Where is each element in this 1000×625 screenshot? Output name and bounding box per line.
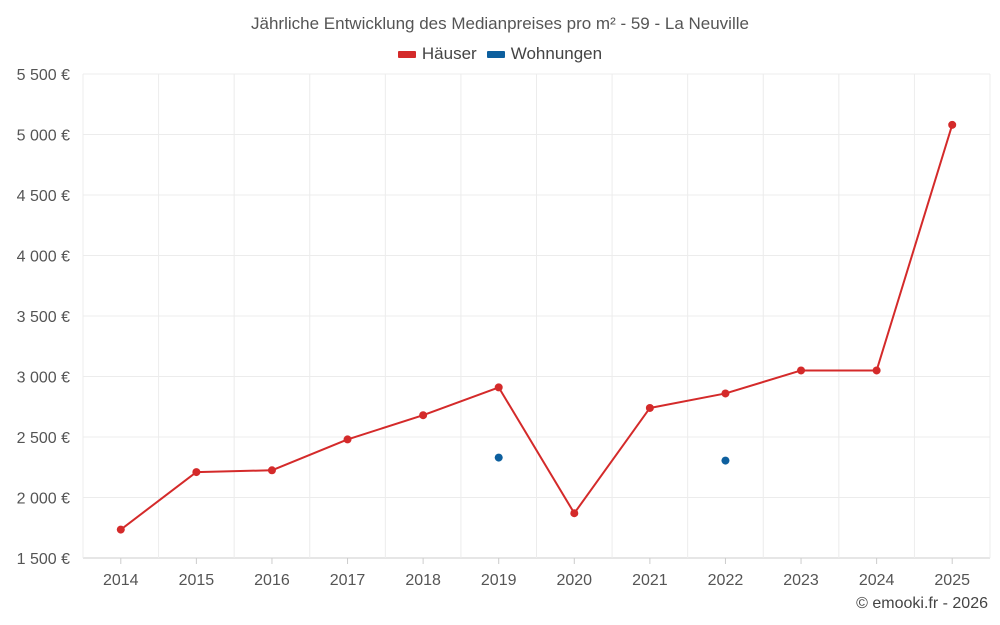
data-point-haeuser-2015 xyxy=(192,468,201,477)
x-tick-label: 2023 xyxy=(783,572,819,589)
data-point-haeuser-2018 xyxy=(419,411,428,420)
y-tick-label: 2 500 € xyxy=(17,430,70,447)
x-tick-label: 2024 xyxy=(859,572,895,589)
legend-label-wohnungen: Wohnungen xyxy=(510,44,603,63)
y-tick-label: 3 000 € xyxy=(17,370,70,387)
data-point-wohnungen-2022 xyxy=(721,456,730,465)
data-point-haeuser-2022 xyxy=(721,389,730,398)
x-tick-label: 2020 xyxy=(556,572,592,589)
copyright-credit: © emooki.fr - 2026 xyxy=(856,595,988,612)
x-tick-label: 2017 xyxy=(330,572,366,589)
data-point-haeuser-2016 xyxy=(267,466,276,475)
y-tick-label: 2 000 € xyxy=(17,491,70,508)
data-point-haeuser-2017 xyxy=(343,435,352,444)
data-point-haeuser-2019 xyxy=(494,383,503,392)
x-tick-label: 2018 xyxy=(405,572,441,589)
y-tick-label: 4 500 € xyxy=(17,188,70,205)
data-point-haeuser-2024 xyxy=(872,366,881,375)
x-tick-label: 2015 xyxy=(179,572,215,589)
y-tick-label: 3 500 € xyxy=(17,309,70,326)
legend-label-haeuser: Häuser xyxy=(421,44,477,63)
data-point-wohnungen-2019 xyxy=(494,453,503,462)
x-tick-label: 2014 xyxy=(103,572,139,589)
legend-item-haeuser[interactable]: Häuser xyxy=(397,44,477,64)
data-point-haeuser-2020 xyxy=(570,509,579,518)
x-tick-label: 2021 xyxy=(632,572,668,589)
y-tick-label: 5 500 € xyxy=(17,67,70,84)
x-tick-label: 2016 xyxy=(254,572,290,589)
series-line-haeuser xyxy=(120,124,954,531)
data-point-haeuser-2021 xyxy=(645,403,654,412)
y-tick-label: 5 000 € xyxy=(17,128,70,145)
data-point-haeuser-2014 xyxy=(116,525,125,534)
chart-title: Jährliche Entwicklung des Medianpreises … xyxy=(251,14,749,33)
legend-swatch-haeuser xyxy=(397,50,416,58)
legend-swatch-wohnungen xyxy=(486,50,505,58)
y-tick-label: 1 500 € xyxy=(17,551,70,568)
x-tick-label: 2022 xyxy=(708,572,744,589)
data-point-haeuser-2023 xyxy=(797,366,806,375)
y-tick-label: 4 000 € xyxy=(17,249,70,266)
x-tick-label: 2019 xyxy=(481,572,517,589)
chart-legend: Häuser Wohnungen xyxy=(0,44,1000,64)
legend-item-wohnungen[interactable]: Wohnungen xyxy=(486,44,603,64)
x-tick-label: 2025 xyxy=(934,572,970,589)
data-point-haeuser-2025 xyxy=(948,120,957,129)
